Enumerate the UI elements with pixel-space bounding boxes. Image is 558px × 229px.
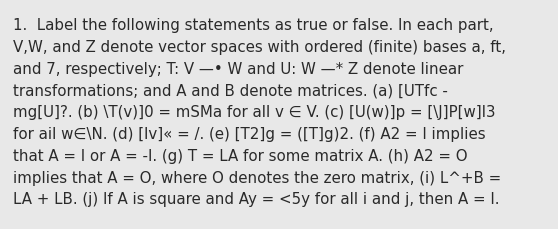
Text: for ail w∈\N. (d) [lv]« = /. (e) [T2]g = ([T]g)2. (f) A2 = I implies: for ail w∈\N. (d) [lv]« = /. (e) [T2]g =… xyxy=(13,126,485,141)
Text: transformations; and A and B denote matrices. (a) [UTfc -: transformations; and A and B denote matr… xyxy=(13,83,448,98)
Text: and 7, respectively; T: V —• W and U: W —* Z denote linear: and 7, respectively; T: V —• W and U: W … xyxy=(13,61,463,76)
Text: that A = I or A = -I. (g) T = LA for some matrix A. (h) A2 = O: that A = I or A = -I. (g) T = LA for som… xyxy=(13,148,468,163)
Text: LA + LB. (j) If A is square and Ay = <5y for all i and j, then A = I.: LA + LB. (j) If A is square and Ay = <5y… xyxy=(13,192,499,207)
Text: implies that A = O, where O denotes the zero matrix, (i) L^+B =: implies that A = O, where O denotes the … xyxy=(13,170,501,185)
Text: V,W, and Z denote vector spaces with ordered (finite) bases a, ft,: V,W, and Z denote vector spaces with ord… xyxy=(13,40,506,55)
Text: 1.  Label the following statements as true or false. In each part,: 1. Label the following statements as tru… xyxy=(13,18,494,33)
Text: mg[U]?. (b) \T(v)]0 = mSMa for all v ∈ V. (c) [U(w)]p = [\J]P[w]l3: mg[U]?. (b) \T(v)]0 = mSMa for all v ∈ V… xyxy=(13,105,496,120)
